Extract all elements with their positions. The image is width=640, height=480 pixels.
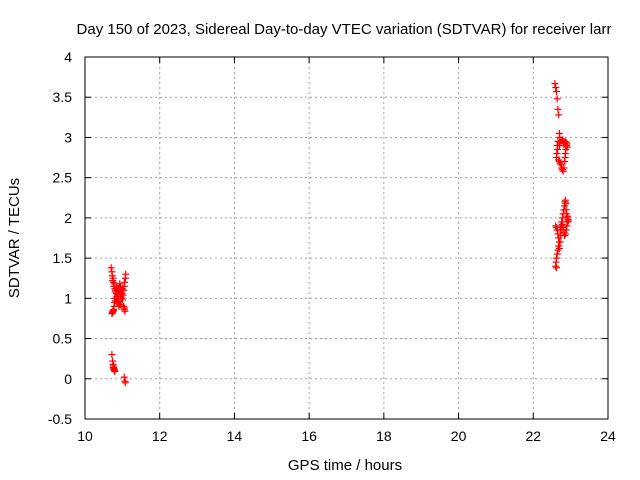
data-point <box>557 232 565 240</box>
data-point <box>112 297 120 305</box>
data-point <box>121 278 129 286</box>
data-point <box>559 167 567 175</box>
y-tick-label: 3 <box>64 129 72 145</box>
y-tick-label: -0.5 <box>48 411 72 427</box>
data-point <box>557 161 565 169</box>
plot-frame <box>84 56 609 420</box>
data-point <box>551 80 559 88</box>
y-axis-label: SDTVAR / TECUs <box>6 178 23 298</box>
data-point <box>115 283 123 291</box>
y-tick-label: 3.5 <box>53 89 73 105</box>
data-point <box>108 308 116 316</box>
data-point <box>118 290 126 298</box>
grid <box>85 57 608 419</box>
data-point <box>120 373 128 381</box>
data-point <box>553 95 561 103</box>
data-point <box>558 166 566 174</box>
data-point <box>116 301 124 309</box>
data-point <box>107 264 115 272</box>
data-point <box>121 304 129 312</box>
data-point <box>554 246 562 254</box>
data-point <box>555 244 563 252</box>
data-point <box>555 156 563 164</box>
x-tick-label: 10 <box>77 428 93 444</box>
y-tick-label: 1.5 <box>53 250 73 266</box>
data-point <box>563 143 571 151</box>
data-point <box>554 230 562 238</box>
data-point <box>118 296 126 304</box>
x-tick-label: 22 <box>525 428 541 444</box>
x-tick-label: 18 <box>376 428 392 444</box>
data-point <box>119 302 127 310</box>
x-tick-label: 16 <box>301 428 317 444</box>
x-tick-label: 14 <box>227 428 243 444</box>
data-point <box>116 280 124 288</box>
data-point <box>560 164 568 172</box>
data-point <box>555 141 563 149</box>
data-point <box>552 262 560 270</box>
y-tick-label: 0.5 <box>53 331 73 347</box>
data-point <box>561 230 569 238</box>
data-point <box>109 277 117 285</box>
data-point <box>108 351 116 359</box>
data-point <box>564 217 572 225</box>
data-point <box>119 291 127 299</box>
y-tick-label: 2 <box>64 210 72 226</box>
data-point <box>556 238 564 246</box>
data-point <box>109 306 117 314</box>
x-tick-label: 24 <box>600 428 616 444</box>
data-point <box>555 111 563 119</box>
data-point <box>556 159 564 167</box>
data-point <box>553 250 561 258</box>
data-point <box>109 362 117 370</box>
y-tick-label: 1 <box>64 290 72 306</box>
x-tick-label: 20 <box>451 428 467 444</box>
y-tick-label: 0 <box>64 371 72 387</box>
data-point <box>563 222 571 230</box>
data-point <box>121 379 129 387</box>
data-point <box>561 137 569 145</box>
data-point <box>554 146 562 154</box>
data-point <box>122 270 130 278</box>
data-point <box>558 226 566 234</box>
x-axis-label: GPS time / hours <box>288 457 402 474</box>
x-tick-label: 12 <box>152 428 168 444</box>
data-points <box>107 80 572 387</box>
chart-title: Day 150 of 2023, Sidereal Day-to-day VTE… <box>77 21 612 38</box>
data-point <box>562 138 570 146</box>
data-point <box>552 264 560 272</box>
data-point <box>552 88 560 96</box>
data-point <box>552 84 560 92</box>
data-point <box>554 105 562 113</box>
axis-ticks: 10 12 14 16 18 20 22 24 -0.5 0 0.5 1 1.5 2 2.5 3 3.5 4 <box>48 49 616 444</box>
data-point <box>562 199 570 207</box>
y-tick-label: 4 <box>64 49 72 65</box>
y-tick-label: 2.5 <box>53 170 73 186</box>
data-point <box>558 220 566 228</box>
data-point <box>111 368 119 376</box>
